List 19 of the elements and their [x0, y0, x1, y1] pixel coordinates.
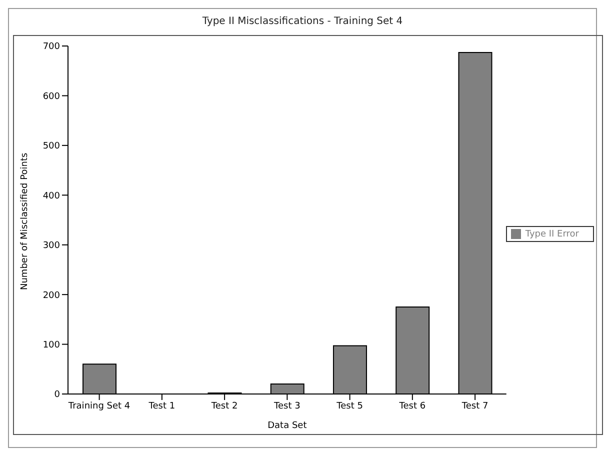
y-tick-label: 200: [42, 290, 60, 301]
y-tick-label: 700: [42, 42, 60, 52]
y-tick-label: 400: [42, 191, 60, 202]
y-tick-label: 600: [42, 92, 60, 102]
y-tick-label: 300: [42, 241, 60, 252]
y-tick-label: 500: [42, 142, 60, 152]
x-axis-title: Data Set: [268, 421, 308, 431]
x-tick-label: Test 6: [398, 401, 426, 412]
x-tick-label: Test 7: [460, 401, 488, 412]
legend-label: Type II Error: [525, 229, 579, 240]
y-tick-label: 100: [42, 340, 60, 350]
x-tick-label: Test 2: [210, 401, 238, 412]
x-tick-label: Test 1: [148, 401, 176, 412]
x-tick-label: Test 5: [336, 401, 363, 412]
y-tick-label: 0: [54, 390, 60, 400]
x-tick-label: Training Set 4: [67, 401, 130, 412]
chart-title: Type II Misclassifications - Training Set 4: [201, 15, 404, 29]
y-axis-title: Number of Misclassified Points: [20, 152, 30, 290]
x-tick-label: Test 3: [273, 401, 300, 412]
